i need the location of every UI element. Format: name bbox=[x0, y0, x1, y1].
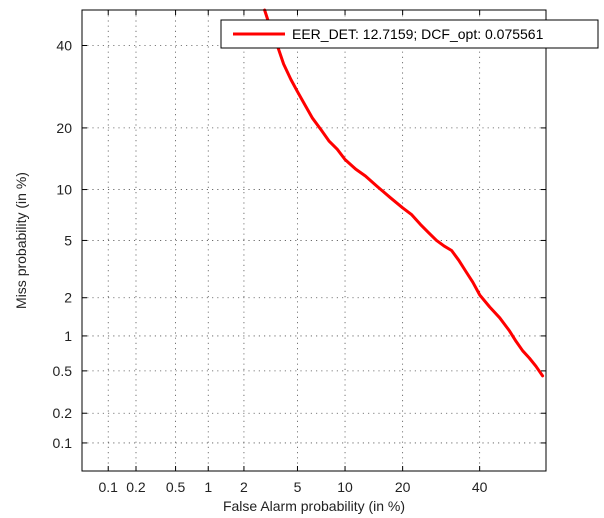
y-tick-label: 0.1 bbox=[53, 435, 73, 451]
grid bbox=[82, 10, 546, 471]
x-tick-label: 1 bbox=[204, 479, 212, 495]
x-tick-label: 0.2 bbox=[126, 479, 146, 495]
y-tick-label: 10 bbox=[56, 182, 72, 198]
y-tick-label: 0.2 bbox=[53, 405, 73, 421]
x-axis-label: False Alarm probability (in %) bbox=[223, 498, 405, 514]
y-tick-label: 2 bbox=[64, 290, 72, 306]
x-tick-label: 10 bbox=[337, 479, 353, 495]
y-axis-label: Miss probability (in %) bbox=[13, 172, 29, 309]
x-tick-label: 0.5 bbox=[166, 479, 186, 495]
x-tick-label: 0.1 bbox=[98, 479, 118, 495]
x-tick-label: 40 bbox=[472, 479, 488, 495]
x-tick-labels: 0.1 0.2 0.5 1 2 5 10 20 40 bbox=[98, 479, 487, 495]
x-tick-label: 2 bbox=[240, 479, 248, 495]
legend: EER_DET: 12.7159; DCF_opt: 0.075561 bbox=[220, 19, 599, 49]
plot-frame bbox=[81, 9, 547, 472]
det-curve bbox=[263, 8, 545, 378]
y-tick-label: 0.5 bbox=[53, 363, 73, 379]
y-tick-label: 1 bbox=[64, 328, 72, 344]
y-tick-label: 20 bbox=[56, 120, 72, 136]
y-tick-label: 40 bbox=[56, 37, 72, 53]
legend-entry-label: EER_DET: 12.7159; DCF_opt: 0.075561 bbox=[292, 26, 544, 42]
tick-marks bbox=[82, 10, 546, 471]
y-tick-label: 5 bbox=[64, 232, 72, 248]
y-tick-labels: 0.1 0.2 0.5 1 2 5 10 20 40 bbox=[53, 37, 73, 450]
det-curve-layer bbox=[263, 8, 545, 378]
x-tick-label: 20 bbox=[395, 479, 411, 495]
x-tick-label: 5 bbox=[294, 479, 302, 495]
